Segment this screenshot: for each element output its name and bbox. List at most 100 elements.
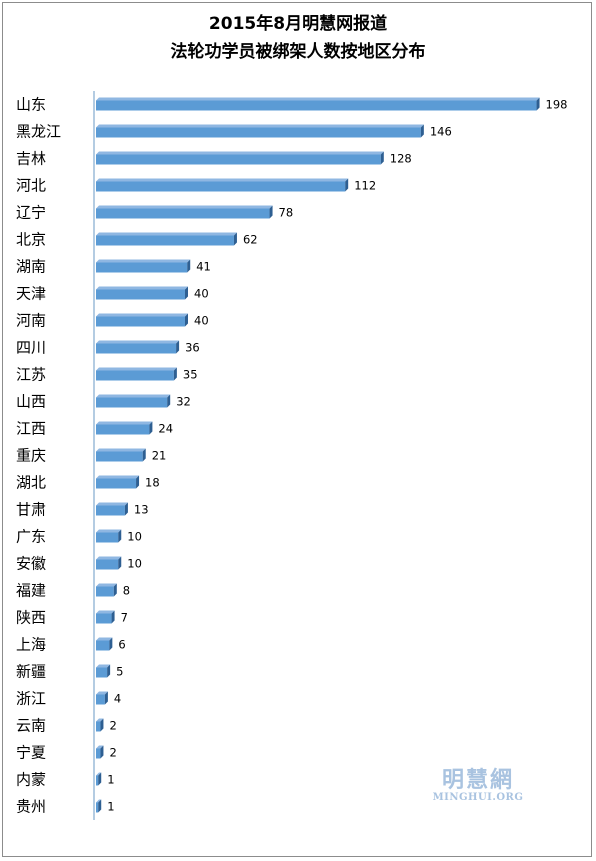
bar-top <box>96 772 102 776</box>
bar-top <box>96 745 104 749</box>
bar-end <box>111 610 115 624</box>
data-label: 13 <box>134 503 149 517</box>
bar-end <box>345 178 349 192</box>
category-label: 辽宁 <box>16 204 46 222</box>
bar-end <box>269 205 273 219</box>
bar-end <box>149 421 153 435</box>
category-label: 河南 <box>16 312 46 330</box>
bar-end <box>420 124 424 138</box>
bar-end <box>107 664 111 678</box>
data-label: 7 <box>121 611 128 625</box>
watermark-cn: 明慧網 <box>441 767 514 793</box>
category-label: 天津 <box>16 285 46 303</box>
data-label: 24 <box>158 422 173 436</box>
data-label: 35 <box>183 368 198 382</box>
data-label: 36 <box>185 341 200 355</box>
data-label: 18 <box>145 476 160 490</box>
bar-top <box>96 637 113 641</box>
bar-end <box>98 772 102 786</box>
bar <box>96 262 188 273</box>
bar <box>96 424 150 435</box>
category-label: 甘肃 <box>16 501 46 519</box>
chart-subtitle: 法轮功学员被绑架人数按地区分布 <box>170 42 426 62</box>
bar-end <box>118 556 122 570</box>
data-label: 198 <box>546 98 568 112</box>
data-label: 1 <box>107 773 114 787</box>
category-label: 云南 <box>16 717 46 735</box>
data-label: 40 <box>194 314 209 328</box>
data-label: 4 <box>114 692 121 706</box>
data-label: 10 <box>127 530 142 544</box>
bar-end <box>167 394 171 408</box>
minghui-watermark: 明慧網 MINGHUI.ORG <box>428 768 528 804</box>
bar <box>96 100 537 111</box>
category-label: 吉林 <box>16 150 46 168</box>
bar-end <box>118 529 122 543</box>
data-label: 41 <box>196 260 211 274</box>
bar-end <box>185 286 188 300</box>
bar-top <box>96 421 153 425</box>
bar-top <box>96 718 104 722</box>
bar <box>96 667 108 678</box>
bar <box>96 802 99 813</box>
data-label: 21 <box>152 449 167 463</box>
bar-end <box>233 232 237 246</box>
bar <box>96 586 114 597</box>
bar-end <box>173 367 177 381</box>
data-label: 10 <box>127 557 142 571</box>
bar <box>96 748 101 759</box>
bar-top <box>96 799 102 803</box>
bar-end <box>104 691 108 705</box>
bar <box>96 721 101 732</box>
bar <box>96 127 421 138</box>
category-label: 新疆 <box>16 663 46 681</box>
bar-end <box>142 448 146 462</box>
data-label: 40 <box>194 287 209 301</box>
bar <box>96 154 381 165</box>
category-label: 内蒙 <box>16 771 46 789</box>
bar-end <box>98 799 102 813</box>
bar <box>96 505 125 516</box>
bar-end <box>109 637 113 651</box>
category-label: 湖南 <box>16 258 46 276</box>
bar <box>96 613 112 624</box>
bar <box>96 559 119 570</box>
bar-top <box>96 394 171 398</box>
bar-top <box>96 313 188 317</box>
watermark-en: MINGHUI.ORG <box>432 792 524 803</box>
bar <box>96 397 168 408</box>
category-label: 陕西 <box>16 609 46 627</box>
category-label: 河北 <box>16 177 46 195</box>
bar-top <box>96 610 115 614</box>
category-label: 江西 <box>16 420 46 438</box>
category-label: 浙江 <box>16 690 46 708</box>
bar-top <box>96 97 540 101</box>
bar <box>96 532 119 543</box>
category-label: 北京 <box>16 231 46 249</box>
category-label: 贵州 <box>16 798 46 816</box>
bar-top <box>96 178 349 182</box>
bar-top <box>96 124 424 128</box>
bar <box>96 316 185 327</box>
bar-top <box>96 205 273 209</box>
bar-top <box>96 340 180 344</box>
category-label: 湖北 <box>16 474 46 492</box>
bar <box>96 208 270 219</box>
data-label: 32 <box>176 395 191 409</box>
bar-top <box>96 664 111 668</box>
bar-end <box>185 313 188 327</box>
data-label: 146 <box>430 125 452 139</box>
bar-end <box>136 475 140 489</box>
bar <box>96 370 174 381</box>
category-label: 宁夏 <box>16 744 46 762</box>
bar-top <box>96 286 188 290</box>
chart-title: 2015年8月明慧网报道 <box>208 14 388 34</box>
bar-end <box>100 745 104 759</box>
data-label: 6 <box>118 638 125 652</box>
category-label: 上海 <box>16 636 46 654</box>
bar-top <box>96 556 122 560</box>
data-label: 78 <box>279 206 294 220</box>
bar <box>96 289 185 300</box>
category-label: 福建 <box>16 582 46 600</box>
